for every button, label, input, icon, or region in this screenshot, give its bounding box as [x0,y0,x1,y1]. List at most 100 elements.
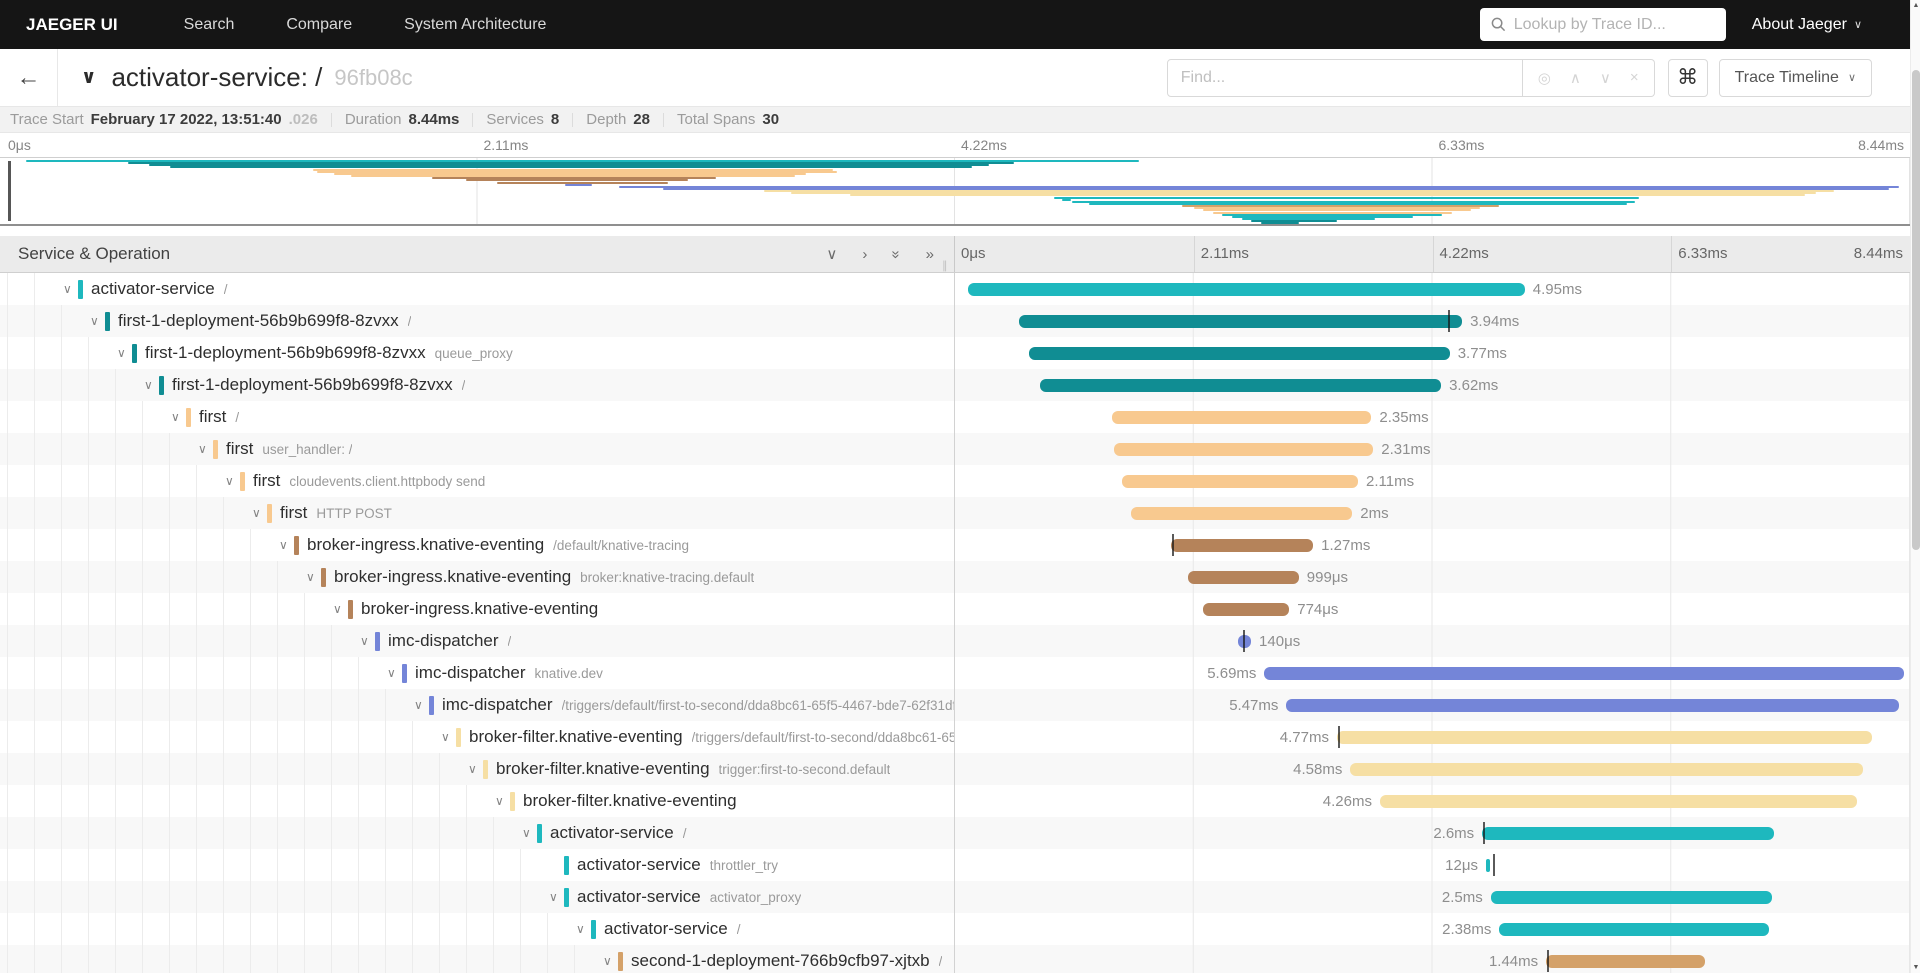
span-bar[interactable] [1018,314,1463,328]
collapse-chevron-icon[interactable]: ∨ [63,282,72,296]
span-name-cell[interactable]: ∨ activator-service activator_proxy [0,881,955,913]
span-timeline-cell[interactable]: 2.31ms [955,433,1910,465]
span-name-cell[interactable]: activator-service throttler_try [0,849,955,881]
span-bar[interactable] [1485,858,1491,872]
scroll-up-icon[interactable]: ▲ [1912,2,1920,9]
span-bar[interactable] [1499,922,1769,936]
span-name-cell[interactable]: ∨ first user_handler: / [0,433,955,465]
span-name-cell[interactable]: ∨ imc-dispatcher / [0,625,955,657]
span-timeline-cell[interactable]: 4.58ms [955,753,1910,785]
collapse-chevron-icon[interactable]: ∨ [576,922,585,936]
collapse-chevron-icon[interactable]: ∨ [360,634,369,648]
span-row[interactable]: ∨ first-1-deployment-56b9b699f8-8zvxx / 3.9… [0,305,1910,337]
collapse-chevron-icon[interactable]: ∨ [414,698,423,712]
collapse-chevron-icon[interactable]: ∨ [252,506,261,520]
span-name-cell[interactable]: ∨ first HTTP POST [0,497,955,529]
collapse-chevron-icon[interactable]: ∨ [333,602,342,616]
span-row[interactable]: ∨ first cloudevents.client.httpbody send 2.… [0,465,1910,497]
span-row[interactable]: ∨ imc-dispatcher / 140μs [0,625,1910,657]
prev-match-icon[interactable]: ∧ [1569,69,1581,87]
span-bar[interactable] [1111,410,1372,424]
expand-one-icon[interactable]: › [862,245,868,263]
span-timeline-cell[interactable]: 3.94ms [955,305,1910,337]
span-timeline-cell[interactable]: 2.35ms [955,401,1910,433]
trace-collapse-chevron-icon[interactable]: ∨ [81,67,97,88]
span-row[interactable]: ∨ first HTTP POST 2ms [0,497,1910,529]
span-name-cell[interactable]: ∨ broker-filter.knative-eventing trigger:f… [0,753,955,785]
span-bar[interactable] [1130,506,1353,520]
span-row[interactable]: ∨ second-1-deployment-766b9cfb97-xjtxb / 1.… [0,945,1910,973]
collapse-chevron-icon[interactable]: ∨ [90,314,99,328]
collapse-chevron-icon[interactable]: ∨ [306,570,315,584]
span-row[interactable]: ∨ imc-dispatcher/triggers/default/first-t… [0,689,1910,721]
span-name-cell[interactable]: ∨ broker-ingress.knative-eventing broker:k… [0,561,955,593]
trace-id-search-input[interactable]: Lookup by Trace ID... [1479,8,1726,41]
span-timeline-cell[interactable]: 1.27ms [955,529,1910,561]
span-row[interactable]: ∨ broker-ingress.knative-eventing broker:k… [0,561,1910,593]
span-row[interactable]: ∨ activator-service / 2.6ms [0,817,1910,849]
span-bar[interactable] [1490,890,1773,904]
span-bar[interactable] [967,282,1525,296]
span-name-cell[interactable]: ∨ first-1-deployment-56b9b699f8-8zvxx / [0,305,955,337]
span-name-cell[interactable]: ∨ first-1-deployment-56b9b699f8-8zvxx / [0,369,955,401]
collapse-chevron-icon[interactable]: ∨ [603,954,612,968]
span-row[interactable]: ∨ broker-filter.knative-eventing trigger:f… [0,753,1910,785]
collapse-chevron-icon[interactable]: ∨ [468,762,477,776]
span-bar[interactable] [1482,826,1775,840]
collapse-chevron-icon[interactable]: ∨ [495,794,504,808]
jaeger-logo[interactable]: JAEGER UI [26,14,118,34]
about-jaeger-menu[interactable]: About Jaeger ∨ [1752,16,1862,34]
span-name-cell[interactable]: ∨ broker-ingress.knative-eventing/default… [0,529,955,561]
span-name-cell[interactable]: ∨ activator-service / [0,913,955,945]
span-timeline-cell[interactable]: 2.38ms [955,913,1910,945]
span-name-cell[interactable]: ∨ activator-service / [0,273,955,305]
span-timeline-cell[interactable]: 999μs [955,561,1910,593]
span-timeline-cell[interactable]: 2ms [955,497,1910,529]
trace-minimap[interactable] [0,157,1910,226]
span-timeline-cell[interactable]: 4.77ms [955,721,1910,753]
back-button[interactable]: ← [0,49,58,106]
keyboard-shortcuts-button[interactable]: ⌘ [1667,58,1708,97]
next-match-icon[interactable]: ∨ [1599,69,1611,87]
span-timeline-cell[interactable]: 2.5ms [955,881,1910,913]
span-timeline-cell[interactable]: 3.62ms [955,369,1910,401]
span-bar[interactable] [1546,954,1705,968]
expand-all-icon[interactable]: » [925,245,934,263]
view-selector-button[interactable]: Trace Timeline ∨ [1718,58,1872,97]
collapse-one-icon[interactable]: ∨ [826,246,838,263]
span-bar[interactable] [1170,538,1314,552]
span-row[interactable]: ∨ first / 2.35ms [0,401,1910,433]
collapse-all-icon[interactable]: » [887,249,905,259]
span-row[interactable]: ∨ activator-service / 4.95ms [0,273,1910,305]
nav-item-search[interactable]: Search [183,15,235,33]
span-name-cell[interactable]: ∨ imc-dispatcher knative.dev [0,657,955,689]
span-name-cell[interactable]: ∨ first-1-deployment-56b9b699f8-8zvxx queu… [0,337,955,369]
clear-find-icon[interactable]: × [1629,69,1639,86]
vertical-scrollbar[interactable]: ▲ ▼ [1910,0,1920,973]
span-timeline-cell[interactable]: 1.44ms [955,945,1910,973]
collapse-chevron-icon[interactable]: ∨ [279,538,288,552]
span-timeline-cell[interactable]: 140μs [955,625,1910,657]
span-row[interactable]: ∨ broker-ingress.knative-eventing 774μs [0,593,1910,625]
span-timeline-cell[interactable]: 5.47ms [955,689,1910,721]
pane-resize-grip[interactable]: ∥ [942,260,949,272]
span-timeline-cell[interactable]: 4.95ms [955,273,1910,305]
span-timeline-cell[interactable]: 4.26ms [955,785,1910,817]
span-bar[interactable] [1029,346,1450,360]
collapse-chevron-icon[interactable]: ∨ [387,666,396,680]
span-row[interactable]: ∨ activator-service / 2.38ms [0,913,1910,945]
collapse-chevron-icon[interactable]: ∨ [441,730,450,744]
span-row[interactable]: ∨ first-1-deployment-56b9b699f8-8zvxx / 3.6… [0,369,1910,401]
span-bar[interactable] [1188,570,1299,584]
span-timeline-cell[interactable]: 12μs [955,849,1910,881]
span-name-cell[interactable]: ∨ activator-service / [0,817,955,849]
scroll-down-icon[interactable]: ▼ [1912,964,1920,971]
span-bar[interactable] [1264,666,1905,680]
span-name-cell[interactable]: ∨ second-1-deployment-766b9cfb97-xjtxb / [0,945,955,973]
nav-item-system-architecture[interactable]: System Architecture [404,15,547,33]
collapse-chevron-icon[interactable]: ∨ [198,442,207,456]
find-input[interactable]: Find... [1166,58,1523,97]
span-timeline-cell[interactable]: 2.11ms [955,465,1910,497]
minimap-drag-handle[interactable] [8,161,11,221]
span-row[interactable]: ∨ activator-service activator_proxy 2.5ms [0,881,1910,913]
